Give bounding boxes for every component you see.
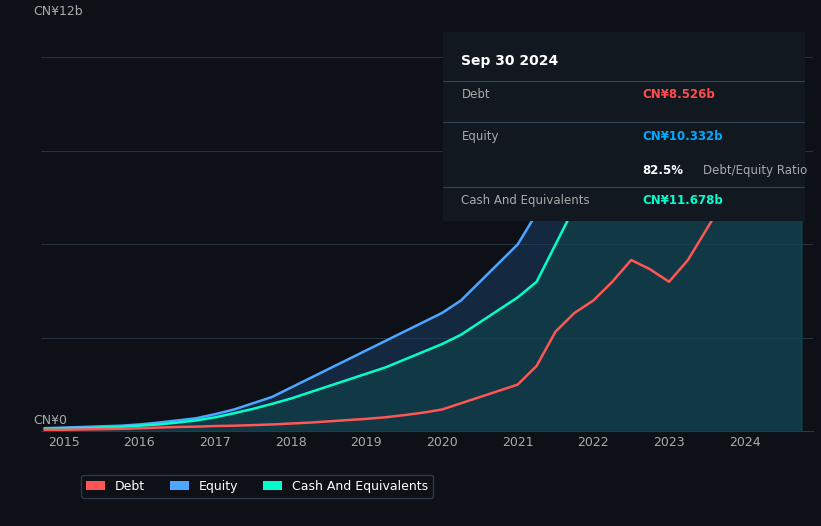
Text: 82.5%: 82.5% [642,164,683,177]
Text: Cash And Equivalents: Cash And Equivalents [461,195,590,207]
Text: Equity: Equity [461,130,499,143]
Text: CN¥8.526b: CN¥8.526b [642,88,715,102]
Text: Sep 30 2024: Sep 30 2024 [461,54,558,68]
Legend: Debt, Equity, Cash And Equivalents: Debt, Equity, Cash And Equivalents [81,475,433,498]
Text: CN¥0: CN¥0 [34,414,67,427]
Text: Debt/Equity Ratio: Debt/Equity Ratio [704,164,808,177]
Text: CN¥12b: CN¥12b [34,5,83,18]
Text: CN¥10.332b: CN¥10.332b [642,130,722,143]
Text: Debt: Debt [461,88,490,102]
Text: CN¥11.678b: CN¥11.678b [642,195,722,207]
